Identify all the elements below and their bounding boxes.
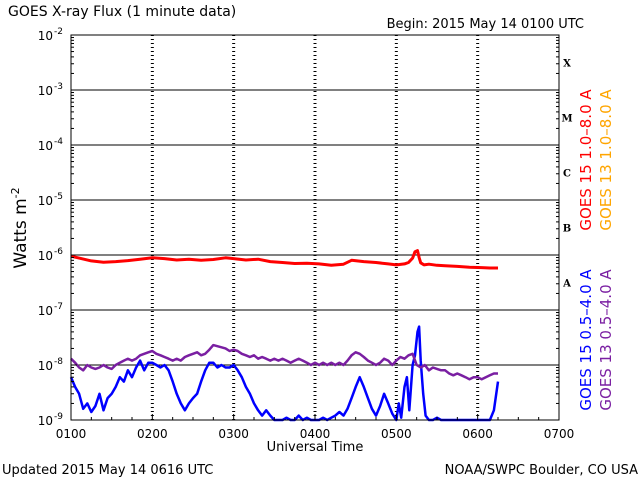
flare-class-label: C (563, 169, 571, 180)
x-tick-label: 0600 (462, 427, 493, 441)
x-tick-label: 0300 (218, 427, 249, 441)
x-tick-label: 0700 (544, 427, 575, 441)
y-tick-label: 10 (38, 29, 53, 43)
y-tick-exponent: -5 (54, 192, 63, 202)
x-tick-label: 0400 (300, 427, 331, 441)
legend: GOES 15 1.0–8.0 A GOES 13 1.0–8.0 A GOES 1… (577, 89, 615, 411)
y-tick-exponent: -6 (54, 247, 63, 257)
begin-label: Begin: 2015 May 14 0100 UTC (387, 17, 584, 32)
y-tick-exponent: -2 (54, 27, 63, 37)
y-tick-exponent: -8 (54, 357, 63, 367)
x-axis-ticks: 0100 0200 0300 0400 0500 0600 0700 (56, 414, 575, 441)
y-tick-label: 10 (38, 359, 53, 373)
series-line (70, 249, 498, 270)
legend-entry: GOES 13 1.0–8.0 A (597, 89, 615, 231)
y-tick-label: 10 (38, 194, 53, 208)
y-axis-label-text: Watts m (11, 198, 31, 268)
credit-label: NOAA/SWPC Boulder, CO USA (445, 463, 638, 478)
flare-class-label: M (561, 114, 572, 125)
legend-entry: GOES 15 1.0–8.0 A (577, 89, 595, 231)
y-tick-label: 10 (38, 414, 53, 428)
flare-class-label: B (563, 224, 571, 235)
chart-title: GOES X-ray Flux (1 minute data) (8, 4, 236, 20)
y-tick-exponent: -9 (54, 412, 63, 422)
x-tick-label: 0500 (381, 427, 412, 441)
flare-class-label: X (563, 59, 571, 70)
y-tick-exponent: -3 (54, 82, 63, 92)
y-tick-label: 10 (38, 304, 53, 318)
series-layer (69, 249, 500, 422)
x-tick-label: 0100 (56, 427, 87, 441)
svg-text:Watts m-2: Watts m-2 (9, 187, 31, 268)
x-axis-label: Universal Time (267, 440, 364, 455)
y-axis-label: Watts m-2 (9, 187, 31, 268)
y-tick-label: 10 (38, 249, 53, 263)
series-line (70, 343, 498, 381)
y-tick-label: 10 (38, 84, 53, 98)
series-line (69, 325, 500, 422)
y-tick-exponent: -4 (54, 137, 63, 147)
grid (71, 35, 559, 420)
updated-label: Updated 2015 May 14 0616 UTC (2, 463, 213, 478)
flare-class-label: A (562, 279, 571, 290)
y-axis-label-exponent: -2 (9, 187, 22, 198)
legend-entry: GOES 13 0.5–4.0 A (597, 269, 615, 411)
y-tick-label: 10 (38, 139, 53, 153)
y-tick-exponent: -7 (54, 302, 63, 312)
legend-entry: GOES 15 0.5–4.0 A (577, 269, 595, 411)
y-axis-ticks: 10-910-810-710-610-510-410-310-2 (38, 27, 559, 428)
flare-class-labels: A B C M X (561, 59, 572, 290)
x-tick-label: 0200 (137, 427, 168, 441)
